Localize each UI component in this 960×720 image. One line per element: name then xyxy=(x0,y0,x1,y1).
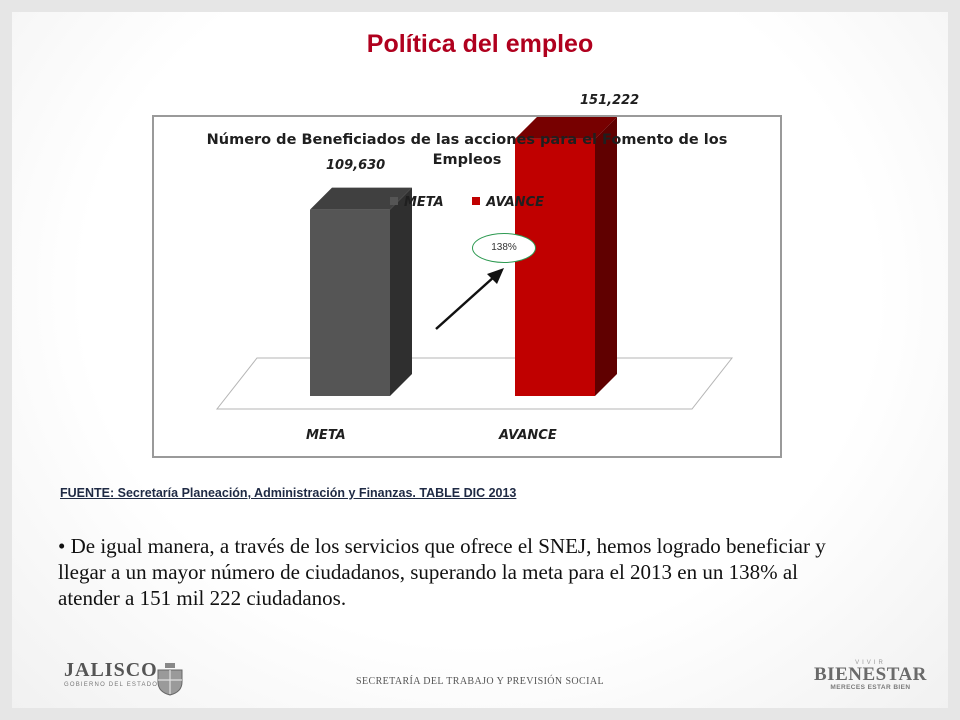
chart-title-line2: Empleos xyxy=(432,152,502,168)
data-label-avance: 151,222 xyxy=(580,92,640,108)
chart-title-line1: Número de Beneficiados de las acciones p… xyxy=(206,132,728,148)
chart-container: Número de Beneficiados de las acciones p… xyxy=(152,93,782,458)
bienestar-logo-word: BIENESTAR xyxy=(814,664,927,685)
category-label-avance: AVANCE xyxy=(499,428,557,443)
chart-legend: META AVANCE xyxy=(154,195,780,210)
chart-floor xyxy=(215,357,734,410)
growth-arrow-head xyxy=(487,268,504,284)
growth-arrow-line xyxy=(435,275,496,330)
bar-side-avance xyxy=(595,117,617,396)
jalisco-logo: JALISCO GOBIERNO DEL ESTADO xyxy=(64,660,158,688)
page-title: Política del empleo xyxy=(366,30,594,58)
jalisco-logo-subtitle: GOBIERNO DEL ESTADO xyxy=(64,682,159,688)
category-label-meta: META xyxy=(306,428,346,443)
coat-of-arms-icon xyxy=(157,663,183,696)
legend-label-avance: AVANCE xyxy=(486,195,544,210)
bar-top-meta xyxy=(310,187,412,210)
legend-item-avance: AVANCE xyxy=(472,195,544,210)
bar-avance xyxy=(515,117,617,396)
jalisco-logo-word: JALISCO xyxy=(64,659,158,681)
bar-front-meta xyxy=(310,209,390,396)
percentage-badge: 138% xyxy=(472,233,536,263)
legend-label-meta: META xyxy=(403,195,444,210)
legend-swatch-meta xyxy=(389,197,398,205)
bienestar-logo: VIVIR BIENESTAR MERECES ESTAR BIEN xyxy=(814,660,927,691)
legend-swatch-avance xyxy=(472,197,481,205)
chart-title: Número de Beneficiados de las acciones p… xyxy=(154,130,780,170)
chart-plot xyxy=(215,117,734,410)
bar-side-meta xyxy=(390,187,412,396)
body-paragraph: • De igual manera, a través de los servi… xyxy=(58,534,826,610)
bienestar-logo-top: VIVIR xyxy=(855,660,886,666)
bienestar-logo-subtitle: MERECES ESTAR BIEN xyxy=(830,684,911,691)
source-note: FUENTE: Secretaría Planeación, Administr… xyxy=(60,486,517,500)
data-label-meta: 109,630 xyxy=(326,157,386,173)
bar-meta xyxy=(310,187,412,396)
bar-top-avance xyxy=(515,117,617,139)
legend-item-meta: META xyxy=(389,195,444,210)
footer-text: SECRETARÍA DEL TRABAJO Y PREVISIÓN SOCIA… xyxy=(356,676,604,687)
bar-front-avance xyxy=(515,138,595,396)
